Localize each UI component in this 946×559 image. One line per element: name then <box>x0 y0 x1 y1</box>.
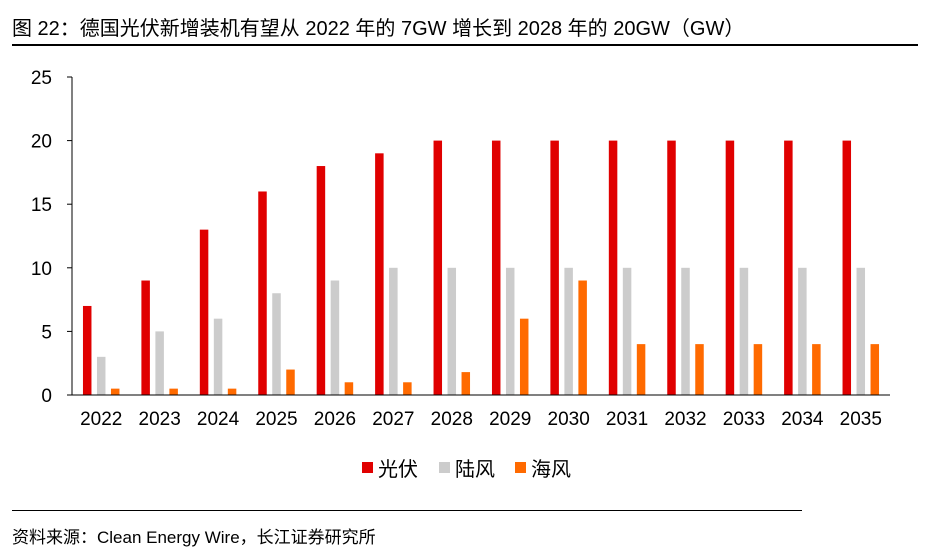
bar-offshore <box>636 344 646 395</box>
bar-solar <box>842 140 852 395</box>
x-tick-label: 2026 <box>314 409 356 430</box>
y-tick-label: 5 <box>41 322 52 343</box>
bar-onshore <box>213 318 223 395</box>
legend-swatch <box>439 462 450 473</box>
x-tick-label: 2025 <box>255 409 297 430</box>
bar-offshore <box>110 388 120 395</box>
source-divider <box>12 510 802 511</box>
x-tick-label: 2034 <box>781 409 824 430</box>
bar-offshore <box>753 344 763 395</box>
y-tick-label: 10 <box>31 259 52 280</box>
bar-solar <box>199 229 209 395</box>
bar-offshore <box>519 318 529 395</box>
y-tick-label: 25 <box>31 68 52 89</box>
title-divider <box>12 44 918 46</box>
bar-offshore <box>344 382 354 395</box>
bar-solar <box>82 305 92 395</box>
x-tick-label: 2033 <box>723 409 765 430</box>
bar-offshore <box>812 344 821 395</box>
legend-swatch <box>515 462 526 473</box>
bar-solar <box>258 191 267 395</box>
bar-offshore <box>870 344 880 395</box>
bar-offshore <box>286 369 295 395</box>
bar-onshore <box>856 267 866 395</box>
x-tick-label: 2030 <box>548 409 590 430</box>
x-tick-label: 2023 <box>139 409 181 430</box>
legend-label: 光伏 <box>378 458 418 481</box>
bar-solar <box>608 140 618 395</box>
bar-solar <box>550 140 559 395</box>
bar-solar <box>141 280 150 395</box>
x-tick-label: 2031 <box>606 409 648 430</box>
bar-solar <box>725 140 735 395</box>
bar-offshore <box>461 372 471 395</box>
bar-onshore <box>622 267 632 395</box>
bar-onshore <box>330 280 340 395</box>
bar-offshore <box>403 382 412 395</box>
bar-solar <box>667 140 676 395</box>
bar-offshore <box>695 344 704 395</box>
x-tick-label: 2028 <box>431 409 473 430</box>
bar-offshore <box>578 280 587 395</box>
bar-solar <box>433 140 443 395</box>
x-tick-label: 2027 <box>372 409 414 430</box>
bar-onshore <box>681 267 690 395</box>
bar-onshore <box>96 356 106 395</box>
bar-onshore <box>798 267 807 395</box>
y-tick-label: 20 <box>31 132 52 153</box>
chart-title: 图 22：德国光伏新增装机有望从 2022 年的 7GW 增长到 2028 年的… <box>12 18 745 40</box>
bar-onshore <box>155 331 164 395</box>
y-tick-label: 15 <box>31 195 52 216</box>
source-note: 资料来源：Clean Energy Wire，长江证券研究所 <box>12 528 376 547</box>
legend-swatch <box>362 462 373 473</box>
bar-offshore <box>227 388 237 395</box>
bar-onshore <box>272 293 281 395</box>
bar-solar <box>784 140 793 395</box>
legend-label: 陆风 <box>455 458 495 481</box>
bar-solar <box>316 166 326 395</box>
y-tick-label: 0 <box>41 386 52 407</box>
bar-solar <box>375 153 384 395</box>
x-tick-label: 2035 <box>840 409 882 430</box>
x-tick-label: 2022 <box>80 409 122 430</box>
x-tick-label: 2024 <box>197 409 240 430</box>
bar-onshore <box>739 267 749 395</box>
bar-offshore <box>169 388 178 395</box>
bar-solar <box>491 140 501 395</box>
bar-onshore <box>447 267 457 395</box>
bar-onshore <box>564 267 573 395</box>
bar-onshore <box>505 267 515 395</box>
legend-label: 海风 <box>531 458 571 481</box>
x-tick-label: 2029 <box>489 409 531 430</box>
bar-onshore <box>389 267 398 395</box>
x-tick-label: 2032 <box>664 409 706 430</box>
